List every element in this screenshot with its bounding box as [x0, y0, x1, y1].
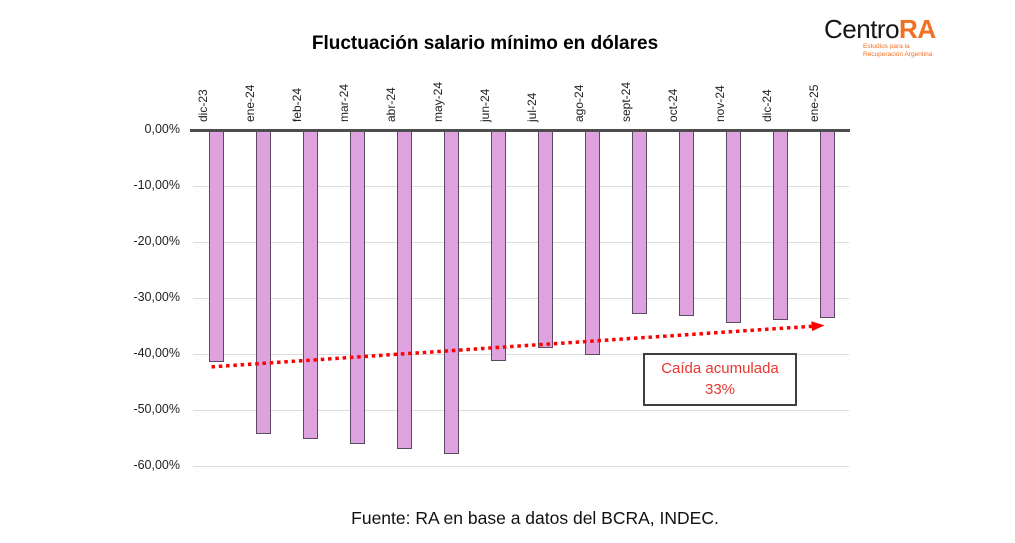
y-axis-tick-label: -60,00%: [133, 458, 180, 472]
bar-ene-25: [820, 130, 835, 318]
x-axis-tick-label: dic-24: [759, 89, 774, 122]
annotation-line2: 33%: [704, 380, 736, 398]
y-axis-tick-label: 0,00%: [144, 122, 180, 136]
annotation-line1: Caída acumulada: [661, 360, 779, 378]
bar-may-24: [444, 130, 459, 455]
chart-title: Fluctuación salario mínimo en dólares: [311, 33, 659, 54]
annotation-box: Caída acumulada 33%: [643, 353, 797, 406]
x-axis-tick-label: feb-24: [289, 87, 304, 122]
bar-oct-24: [679, 130, 694, 317]
brand-tagline-line1: Estudios para la: [863, 43, 910, 50]
x-axis-tick-label: may-24: [430, 81, 445, 122]
brand-tagline-line2: Recuperación Argentina: [863, 50, 933, 58]
bar-sept-24: [632, 130, 647, 314]
brand-logo-centro: Centro: [824, 14, 900, 44]
x-axis-tick-label: sept-24: [618, 81, 633, 122]
gridline: [193, 186, 849, 187]
y-axis-tick-label: -10,00%: [133, 178, 180, 192]
x-axis-tick-label: ene-25: [806, 84, 821, 122]
brand-logo: CentroRA: [824, 14, 936, 45]
x-axis-tick-label: ene-24: [242, 84, 257, 122]
source-note: Fuente: RA en base a datos del BCRA, IND…: [351, 508, 719, 528]
bar-jun-24: [491, 130, 506, 361]
bar-jul-24: [538, 130, 553, 349]
y-axis-tick-label: -20,00%: [133, 234, 180, 248]
gridline: [193, 242, 849, 243]
bar-nov-24: [726, 130, 741, 323]
bar-ene-24: [256, 130, 271, 434]
y-axis-tick-label: -50,00%: [133, 402, 180, 416]
x-axis-tick-label: ago-24: [571, 84, 586, 122]
x-axis-tick-label: oct-24: [665, 88, 680, 122]
y-axis-tick-label: -30,00%: [133, 290, 180, 304]
x-axis-tick-label: dic-23: [195, 89, 210, 122]
x-axis-line: [190, 128, 850, 132]
x-axis-tick-label: abr-24: [383, 87, 398, 122]
brand-logo-ra: RA: [899, 14, 936, 44]
gridline: [193, 410, 849, 411]
bar-ago-24: [585, 130, 600, 355]
gridline: [193, 298, 849, 299]
brand-tagline: Estudios para la Recuperación Argentina: [863, 43, 932, 58]
bar-feb-24: [303, 130, 318, 440]
x-axis-tick-label: jun-24: [477, 88, 492, 122]
x-axis-tick-label: mar-24: [336, 83, 351, 122]
bar-dic-24: [773, 130, 788, 321]
gridline: [193, 466, 849, 467]
bar-abr-24: [397, 130, 412, 450]
x-axis-tick-label: jul-24: [524, 92, 539, 122]
bar-mar-24: [350, 130, 365, 445]
x-axis-tick-label: nov-24: [712, 85, 727, 122]
bar-dic-23: [209, 130, 224, 362]
y-axis-tick-label: -40,00%: [133, 346, 180, 360]
